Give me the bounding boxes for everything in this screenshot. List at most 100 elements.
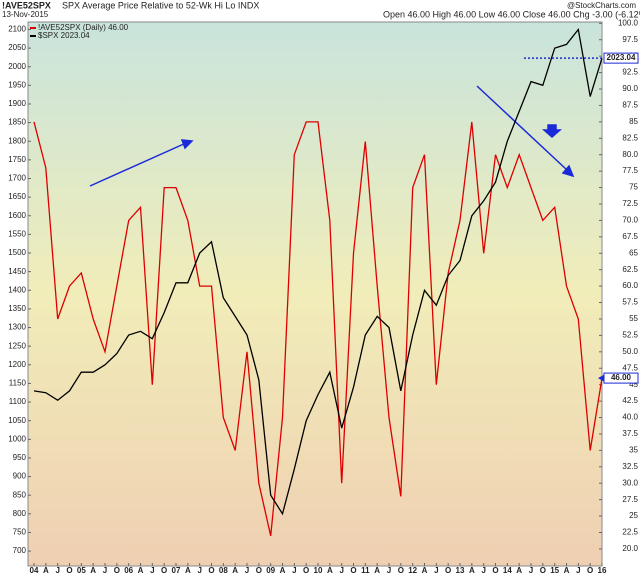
x-tick-label: 11 bbox=[361, 566, 370, 575]
plot-area bbox=[27, 21, 603, 567]
x-tick-label: O bbox=[398, 566, 404, 575]
x-tick-label: O bbox=[114, 566, 120, 575]
y-tick-label: 1150 bbox=[9, 379, 27, 388]
series-line bbox=[33, 27, 603, 516]
y2-tick-label: 57.5 bbox=[622, 298, 638, 307]
y-tick-label: 1350 bbox=[8, 304, 26, 313]
x-tick-label: A bbox=[185, 566, 191, 575]
legend-label: !AVE52SPX (Daily) 46.00 bbox=[38, 23, 129, 32]
x-tick-label: A bbox=[232, 566, 238, 575]
y-tick-label: 1650 bbox=[8, 192, 26, 201]
date: 13-Nov-2015 bbox=[2, 10, 49, 19]
y-tick-label: 1800 bbox=[8, 136, 26, 145]
subtitle: SPX Average Price Relative to 52-Wk Hi L… bbox=[62, 0, 259, 10]
x-tick-label: O bbox=[256, 566, 262, 575]
x-tick-label: O bbox=[587, 566, 593, 575]
y2-tick-label: 32.5 bbox=[622, 462, 638, 471]
x-tick-label: O bbox=[445, 566, 451, 575]
value-label: 2023.04 bbox=[607, 53, 636, 62]
y-tick-label: 1000 bbox=[8, 434, 26, 443]
x-tick-label: O bbox=[161, 566, 167, 575]
y2-tick-label: 70.0 bbox=[622, 216, 638, 225]
x-tick-label: A bbox=[564, 566, 570, 575]
x-tick-label: 04 bbox=[30, 566, 39, 575]
y2-tick-label: 37.5 bbox=[622, 429, 638, 438]
x-tick-label: 05 bbox=[77, 566, 86, 575]
x-tick-label: J bbox=[103, 566, 107, 575]
y-tick-label: 950 bbox=[13, 453, 27, 462]
y2-tick-label: 97.5 bbox=[622, 35, 638, 44]
x-tick-label: 08 bbox=[219, 566, 228, 575]
arrows bbox=[89, 85, 575, 187]
legend-label: $SPX 2023.04 bbox=[38, 31, 90, 40]
y2-tick-label: 22.5 bbox=[622, 528, 638, 537]
x-tick-label: A bbox=[138, 566, 144, 575]
y-tick-label: 700 bbox=[13, 546, 27, 555]
chart-title: !AVE52SPX bbox=[2, 0, 51, 10]
x-tick-label: A bbox=[43, 566, 49, 575]
y2-tick-label: 45 bbox=[629, 380, 638, 389]
x-tick-label: J bbox=[434, 566, 438, 575]
x-tick-label: O bbox=[66, 566, 72, 575]
y2-tick-label: 92.5 bbox=[622, 68, 638, 77]
y-tick-label: 850 bbox=[13, 490, 27, 499]
y-tick-label: 1400 bbox=[8, 285, 26, 294]
y-tick-label: 2000 bbox=[8, 62, 26, 71]
y-tick-label: 900 bbox=[13, 472, 27, 481]
x-tick-label: A bbox=[516, 566, 522, 575]
x-tick-label: O bbox=[492, 566, 498, 575]
x-tick-label: 09 bbox=[266, 566, 275, 575]
y2-tick-label: 35 bbox=[629, 445, 638, 454]
x-tick-label: A bbox=[280, 566, 286, 575]
y2-tick-label: 60.0 bbox=[622, 281, 638, 290]
source: @StockCharts.com bbox=[567, 1, 636, 10]
y-tick-label: 2050 bbox=[8, 43, 26, 52]
y2-tick-label: 25 bbox=[629, 511, 638, 520]
x-tick-label: J bbox=[245, 566, 249, 575]
y2-tick-label: 40.0 bbox=[622, 413, 638, 422]
value-label: 46.00 bbox=[611, 373, 632, 382]
x-tick-label: 14 bbox=[503, 566, 512, 575]
x-tick-label: 07 bbox=[172, 566, 181, 575]
x-tick-label: J bbox=[339, 566, 343, 575]
y2-tick-label: 77.5 bbox=[622, 166, 638, 175]
y-tick-label: 1500 bbox=[8, 248, 26, 257]
x-tick-label: A bbox=[374, 566, 380, 575]
y2-tick-label: 47.5 bbox=[622, 363, 638, 372]
x-tick-label: A bbox=[469, 566, 475, 575]
y-tick-label: 1600 bbox=[8, 211, 26, 220]
y2-tick-label: 82.5 bbox=[622, 133, 638, 142]
x-tick-label: J bbox=[481, 566, 485, 575]
y2-tick-label: 55 bbox=[629, 314, 638, 323]
value-box bbox=[603, 52, 639, 64]
x-tick-label: J bbox=[576, 566, 580, 575]
y-tick-label: 2100 bbox=[8, 25, 26, 34]
y2-tick-label: 42.5 bbox=[622, 396, 638, 405]
x-tick-label: J bbox=[292, 566, 296, 575]
y-tick-label: 1450 bbox=[8, 267, 26, 276]
y-tick-label: 1100 bbox=[9, 397, 27, 406]
x-tick-label: 12 bbox=[408, 566, 417, 575]
series-line bbox=[33, 121, 603, 536]
y-tick-label: 1750 bbox=[8, 155, 26, 164]
y-tick-label: 1850 bbox=[8, 118, 26, 127]
x-tick-label: A bbox=[327, 566, 333, 575]
x-tick-label: J bbox=[387, 566, 391, 575]
x-tick-label: 06 bbox=[124, 566, 133, 575]
x-tick-label: J bbox=[55, 566, 59, 575]
y2-tick-label: 72.5 bbox=[622, 199, 638, 208]
x-tick-label: J bbox=[197, 566, 201, 575]
y2-tick-label: 62.5 bbox=[622, 265, 638, 274]
x-tick-label: O bbox=[208, 566, 214, 575]
y2-tick-label: 90.0 bbox=[622, 84, 638, 93]
y2-tick-label: 30.0 bbox=[622, 478, 638, 487]
x-tick-label: J bbox=[529, 566, 533, 575]
y2-tick-label: 27.5 bbox=[622, 495, 638, 504]
y-tick-label: 1300 bbox=[8, 323, 26, 332]
x-tick-label: O bbox=[540, 566, 546, 575]
y2-tick-label: 52.5 bbox=[622, 331, 638, 340]
x-tick-label: A bbox=[90, 566, 96, 575]
y-tick-label: 1550 bbox=[8, 229, 26, 238]
x-tick-label: O bbox=[350, 566, 356, 575]
